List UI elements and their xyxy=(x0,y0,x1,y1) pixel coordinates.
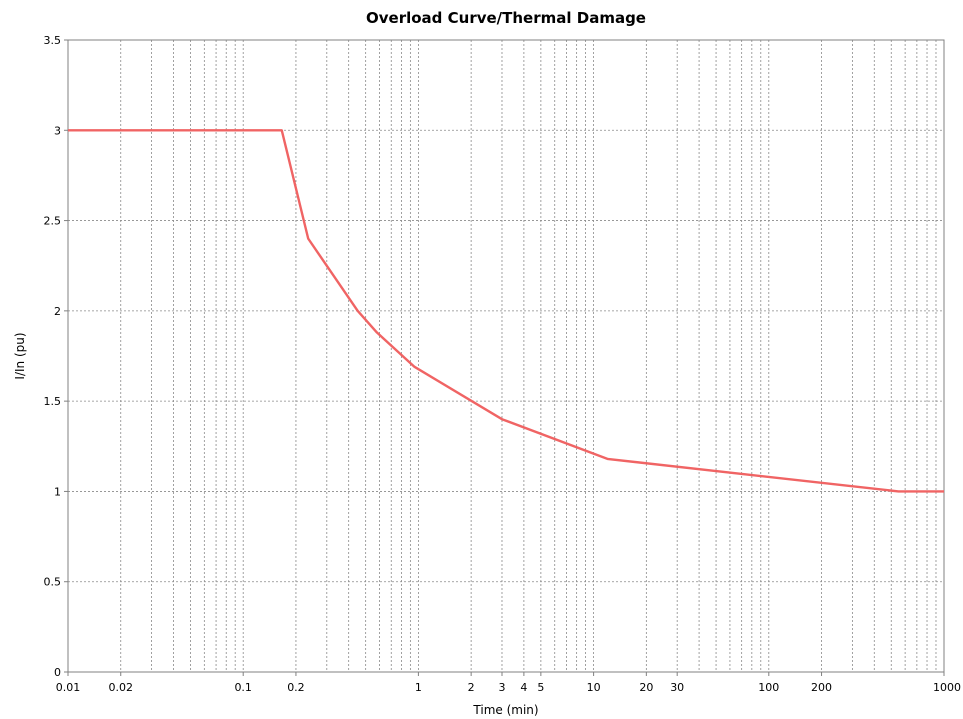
y-tick-label: 2 xyxy=(54,305,61,318)
x-axis-label: Time (min) xyxy=(472,703,538,717)
x-tick-label: 3 xyxy=(498,681,505,694)
grid-lines xyxy=(67,39,945,673)
x-tick-label: 10 xyxy=(587,681,601,694)
y-axis-label: I/In (pu) xyxy=(13,332,27,379)
x-tick-label: 1 xyxy=(415,681,422,694)
series-line xyxy=(68,129,944,493)
chart-title: Overload Curve/Thermal Damage xyxy=(366,9,646,27)
y-tick-label: 1.5 xyxy=(44,395,62,408)
y-tick-label: 0 xyxy=(54,666,61,679)
y-tick-label: 0.5 xyxy=(44,576,62,589)
series-layer xyxy=(68,129,944,493)
y-tick-label: 3 xyxy=(54,124,61,137)
x-tick-label: 20 xyxy=(639,681,653,694)
plot-area-frame xyxy=(67,39,945,673)
y-tick-label: 2.5 xyxy=(44,215,62,228)
x-tick-label: 100 xyxy=(758,681,779,694)
x-tick-label: 5 xyxy=(537,681,544,694)
x-tick-label: 4 xyxy=(520,681,527,694)
axes: 0 0.5 1 1.5 2 2.5 3 3.5 0.01 0.02 0.1 0.2 1 2 3 4 5 10 20 3… xyxy=(44,34,962,694)
x-tick-label: 30 xyxy=(670,681,684,694)
x-tick-label: 0.02 xyxy=(108,681,133,694)
y-tick-label: 3.5 xyxy=(44,34,62,47)
y-tick-label: 1 xyxy=(54,485,61,498)
x-tick-label: 1000 xyxy=(933,681,961,694)
x-tick-label: 0.2 xyxy=(287,681,305,694)
x-tick-label: 200 xyxy=(811,681,832,694)
x-tick-label: 0.1 xyxy=(234,681,252,694)
x-tick-label: 2 xyxy=(468,681,475,694)
x-tick-label: 0.01 xyxy=(56,681,81,694)
